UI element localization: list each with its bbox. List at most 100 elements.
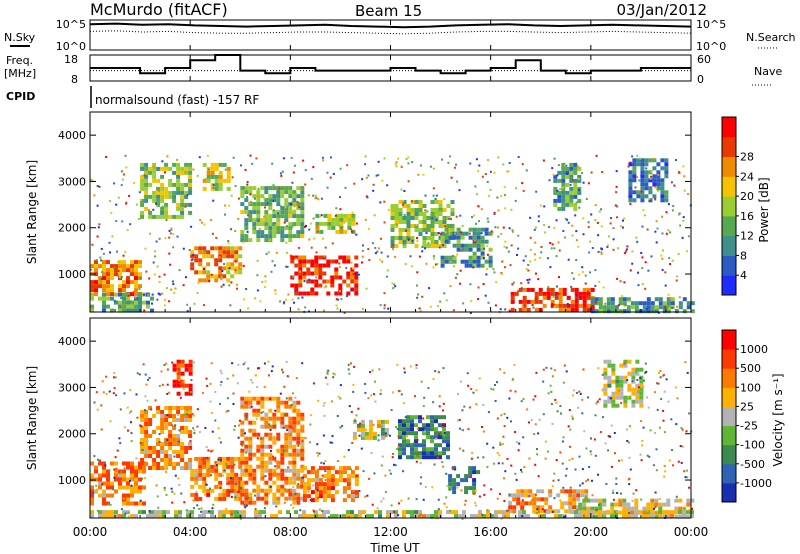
velocity-cell: [406, 431, 410, 436]
power-cell: [118, 300, 122, 305]
power-cell: [626, 297, 631, 302]
power-cell: [678, 305, 683, 310]
power-cell: [468, 243, 473, 248]
velocity-cell: [584, 493, 589, 498]
power-cell: [590, 287, 595, 292]
velocity-speckle: [127, 429, 129, 432]
velocity-speckle: [380, 425, 383, 428]
velocity-speckle: [189, 446, 192, 449]
velocity-cell: [276, 464, 281, 469]
power-cell: [488, 247, 493, 252]
velocity-cell: [198, 476, 203, 481]
power-speckle: [432, 257, 435, 260]
power-cell: [450, 228, 455, 232]
velocity-speckle: [234, 496, 237, 499]
power-speckle: [308, 238, 311, 241]
velocity-speckle: [434, 370, 437, 373]
power-cell: [586, 295, 591, 300]
velocity-speckle: [594, 414, 597, 417]
power-speckle: [621, 226, 624, 229]
power-cell: [272, 230, 277, 235]
power-speckle: [392, 248, 394, 251]
velocity-speckle: [460, 380, 462, 383]
power-cell: [322, 263, 327, 268]
power-speckle: [111, 235, 114, 238]
power-cell: [172, 170, 177, 175]
velocity-cell: [376, 423, 381, 428]
velocity-speckle: [113, 476, 116, 479]
velocity-speckle: [114, 376, 117, 379]
velocity-speckle: [523, 466, 526, 469]
power-cell: [226, 186, 231, 191]
power-speckle: [199, 219, 202, 222]
velocity-cell: [230, 480, 235, 485]
nave-tick-low: 0: [697, 73, 704, 86]
velocity-cell: [296, 468, 301, 473]
power-speckle: [504, 308, 507, 311]
power-cell: [226, 254, 231, 259]
velocity-speckle: [331, 435, 334, 438]
velocity-cell: [402, 427, 406, 432]
velocity-cell: [548, 493, 553, 498]
velocity-cell: [630, 510, 635, 515]
velocity-speckle: [618, 389, 621, 392]
power-speckle: [120, 297, 123, 300]
velocity-cell: [256, 444, 261, 449]
velocity-speckle: [518, 442, 521, 445]
power-speckle: [683, 189, 686, 192]
velocity-speckle: [436, 456, 439, 459]
velocity-cell: [138, 465, 142, 470]
power-speckle: [165, 207, 168, 210]
velocity-speckle: [675, 423, 678, 426]
power-colorbar-segment: [722, 196, 736, 217]
power-cell: [94, 260, 98, 265]
velocity-speckle: [614, 452, 616, 455]
power-cell: [390, 216, 395, 220]
power-cell: [644, 178, 649, 183]
power-cell: [202, 278, 207, 283]
velocity-cell: [234, 472, 239, 477]
velocity-cell: [162, 510, 166, 515]
power-cell: [188, 170, 193, 175]
power-cell: [226, 270, 231, 275]
velocity-cell: [630, 506, 635, 511]
power-cell: [194, 270, 199, 275]
power-speckle: [366, 196, 369, 199]
power-cell: [327, 213, 332, 218]
power-cell: [339, 221, 344, 226]
velocity-speckle: [282, 426, 285, 429]
velocity-speckle: [423, 430, 426, 433]
power-speckle: [256, 194, 259, 197]
power-cell: [264, 198, 269, 203]
velocity-speckle: [163, 425, 166, 428]
velocity-speckle: [146, 399, 149, 402]
power-cell: [674, 309, 679, 314]
velocity-cell: [118, 514, 122, 519]
velocity-cell: [176, 454, 181, 458]
velocity-cell: [639, 395, 644, 400]
velocity-cell: [90, 510, 94, 515]
velocity-cell: [230, 510, 234, 515]
power-speckle: [587, 221, 590, 224]
velocity-speckle: [626, 428, 628, 431]
power-speckle: [458, 189, 461, 192]
velocity-cell: [618, 502, 623, 507]
velocity-cell: [690, 514, 694, 519]
velocity-cell: [314, 478, 319, 483]
velocity-speckle: [470, 457, 473, 460]
velocity-speckle: [129, 389, 132, 391]
power-speckle: [449, 155, 452, 158]
velocity-cell: [276, 496, 281, 501]
velocity-cell: [364, 431, 369, 436]
power-cell: [622, 301, 627, 306]
velocity-cell: [184, 406, 189, 410]
velocity-speckle: [658, 498, 661, 501]
power-cell: [550, 291, 555, 296]
power-speckle: [527, 281, 530, 284]
power-cell: [176, 178, 181, 183]
power-speckle: [107, 289, 110, 292]
velocity-cell: [422, 451, 426, 456]
velocity-speckle: [653, 391, 656, 394]
power-speckle: [596, 221, 599, 224]
power-cell: [440, 263, 445, 268]
